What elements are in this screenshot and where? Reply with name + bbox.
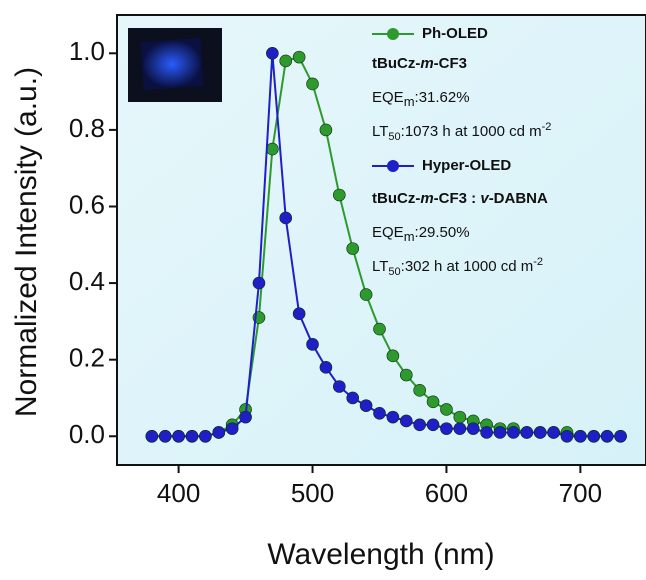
annotation: tBuCz-m-CF3 : v-DABNA (372, 190, 548, 207)
data-point (279, 54, 293, 68)
x-tick-label: 700 (559, 478, 602, 508)
data-point (373, 322, 386, 336)
x-tick-label: 500 (291, 478, 334, 508)
data-point (199, 429, 212, 443)
y-tick-label: 0.8 (69, 113, 105, 143)
data-point (145, 429, 159, 443)
data-point (413, 384, 426, 397)
x-axis-label: Wavelength (nm) (267, 538, 494, 571)
x-tick-label: 400 (157, 478, 200, 508)
data-point (346, 391, 360, 405)
y-tick-label: 0.6 (69, 189, 105, 219)
data-point (252, 276, 266, 290)
annotation: LT50:1073 h at 1000 cd m-2 (372, 121, 551, 143)
data-point (480, 426, 493, 439)
data-point (373, 406, 386, 420)
legend-marker (387, 160, 399, 172)
data-point (507, 426, 520, 439)
legend-label: Ph-OLED (422, 25, 488, 42)
data-point (359, 399, 373, 412)
data-point (547, 426, 560, 439)
data-point (453, 422, 467, 435)
data-point (560, 429, 574, 443)
data-point (520, 426, 534, 439)
data-point (466, 422, 480, 435)
data-point (600, 429, 614, 443)
data-point (386, 410, 400, 424)
data-point (574, 429, 587, 443)
data-point (306, 338, 319, 351)
data-point (440, 403, 453, 416)
data-point (587, 429, 601, 443)
data-point (292, 50, 306, 64)
y-tick-label: 0.2 (69, 343, 105, 373)
annotation: tBuCz-m-CF3 (372, 55, 467, 72)
data-point (185, 429, 199, 443)
y-tick-label: 0.0 (69, 419, 105, 449)
data-point (399, 414, 413, 428)
y-tick-label: 0.4 (69, 266, 105, 296)
data-point (266, 142, 279, 156)
data-point (225, 422, 239, 435)
data-point (319, 123, 333, 137)
y-tick-label: 1.0 (69, 36, 105, 66)
data-point (426, 418, 440, 432)
data-point (386, 349, 400, 363)
data-point (172, 429, 185, 443)
data-point (413, 418, 426, 432)
data-point (533, 426, 547, 439)
data-point (333, 188, 346, 202)
data-point (614, 429, 627, 443)
annotation: EQEm:29.50% (372, 224, 470, 244)
data-point (359, 288, 373, 301)
data-point (279, 211, 293, 225)
data-point (319, 361, 333, 374)
data-point (346, 242, 360, 255)
data-point (333, 380, 346, 393)
x-tick-label: 600 (425, 478, 468, 508)
annotation: EQEm:31.62% (372, 89, 470, 109)
inset-photo (128, 28, 222, 102)
data-point (440, 422, 453, 435)
data-point (453, 410, 467, 424)
data-point (239, 410, 252, 424)
data-point (493, 426, 507, 439)
data-point (266, 46, 279, 60)
y-axis-label: Normalized Intensity (a.u.) (10, 67, 43, 417)
data-point (158, 429, 172, 443)
annotation: LT50:302 h at 1000 cd m-2 (372, 256, 543, 278)
data-point (212, 426, 226, 439)
legend-marker (387, 28, 399, 40)
data-point (399, 368, 413, 382)
legend-label: Hyper-OLED (422, 157, 511, 174)
data-point (426, 395, 440, 409)
data-point (306, 77, 319, 91)
data-point (292, 307, 306, 321)
